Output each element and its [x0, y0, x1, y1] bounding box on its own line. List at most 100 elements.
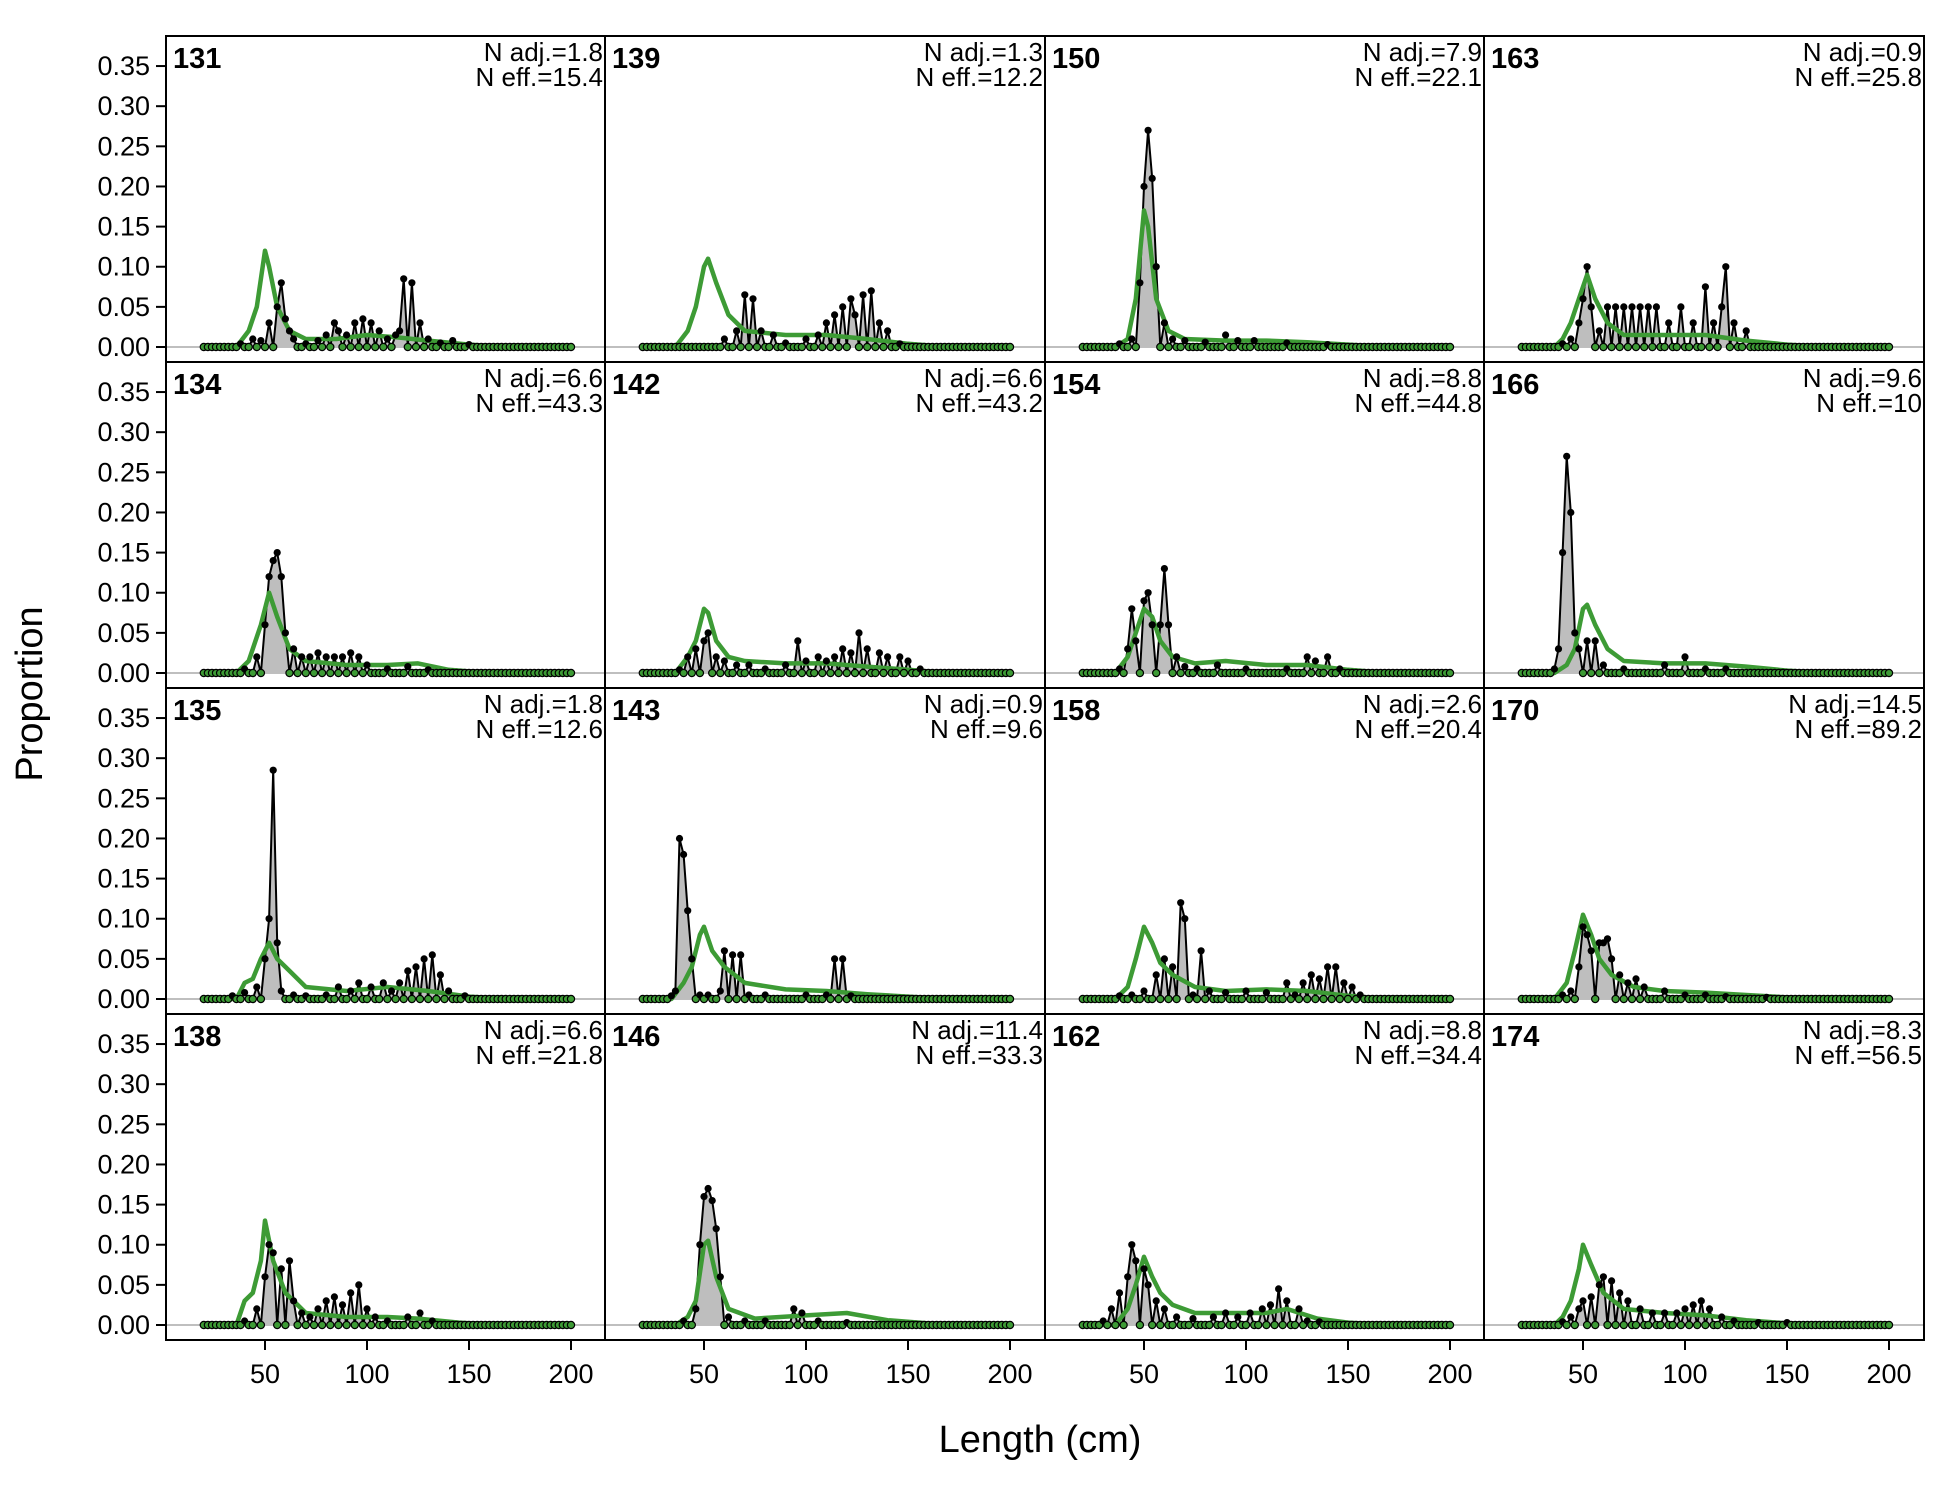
- observed-point: [1192, 994, 1202, 1004]
- observed-point: [1567, 987, 1575, 995]
- observed-point: [1445, 342, 1455, 352]
- observed-point: [1656, 994, 1665, 1004]
- n-eff-label: N eff.=56.5: [1795, 1040, 1922, 1070]
- observed-point: [1665, 319, 1673, 327]
- n-adj-label: N adj.=7.9: [1363, 37, 1482, 67]
- observed-point: [350, 1320, 359, 1330]
- observed-point: [688, 955, 696, 963]
- observed-point: [309, 1320, 319, 1330]
- observed-point: [1631, 342, 1641, 352]
- observed-point: [1128, 335, 1136, 343]
- observed-point: [732, 994, 741, 1004]
- observed-point: [782, 661, 790, 669]
- observed-point: [1587, 1293, 1595, 1301]
- panel-id-label: 131: [173, 43, 221, 75]
- observed-point: [1222, 1309, 1230, 1317]
- x-tick-label: 100: [1223, 1359, 1268, 1389]
- observed-point: [1660, 342, 1669, 352]
- observed-point: [436, 971, 444, 979]
- observed-point: [412, 963, 420, 971]
- x-axis-col-2: 50 100 150 200: [689, 1340, 1033, 1389]
- observed-point: [859, 291, 867, 299]
- observed-point: [745, 661, 753, 669]
- observed-point: [371, 342, 380, 352]
- observed-point: [261, 955, 269, 963]
- y-tick-label: 0.20: [97, 171, 150, 201]
- observed-point: [338, 1301, 347, 1309]
- y-tick-label: 0.05: [97, 1270, 150, 1300]
- observed-point: [716, 1273, 724, 1281]
- observed-point: [396, 979, 404, 987]
- observed-point: [1611, 994, 1620, 1004]
- observed-point: [566, 342, 576, 352]
- observed-point: [1672, 342, 1682, 352]
- observed-point: [879, 668, 888, 678]
- panel-id-label: 174: [1491, 1021, 1539, 1053]
- panel-id-label: 134: [173, 369, 221, 401]
- panel-170: 170 N adj.=14.5N eff.=89.2: [1483, 687, 1925, 1015]
- observed-point: [1579, 923, 1587, 931]
- expected-line: [1082, 924, 1450, 1002]
- y-tick-label: 0.05: [97, 292, 150, 322]
- observed-point: [1635, 994, 1645, 1004]
- observed-point: [716, 987, 724, 995]
- y-tick-label: 0.25: [97, 783, 150, 813]
- y-tick-label: 0.10: [97, 904, 150, 934]
- n-eff-label: N eff.=25.8: [1795, 62, 1922, 92]
- observed-point: [1705, 342, 1714, 352]
- observed-point: [1563, 452, 1571, 460]
- panel-166: 166 N adj.=9.6N eff.=10: [1483, 361, 1925, 689]
- observed-point: [1603, 303, 1612, 311]
- observed-point: [330, 994, 339, 1004]
- observed-point: [399, 1320, 408, 1330]
- observed-point: [1567, 508, 1575, 517]
- observed-point: [1144, 589, 1152, 597]
- observed-point: [1562, 994, 1571, 1004]
- observed-point: [277, 987, 285, 995]
- observed-point: [1559, 549, 1567, 557]
- x-tick-label: 50: [1129, 1359, 1159, 1389]
- observed-point: [1599, 661, 1607, 669]
- observed-point: [424, 994, 433, 1004]
- observed-point: [871, 668, 880, 678]
- observed-point: [1303, 653, 1311, 661]
- observed-point: [285, 1257, 294, 1265]
- observed-point: [416, 1309, 424, 1317]
- observed-point: [720, 947, 729, 955]
- observed-point: [1283, 979, 1291, 987]
- observed-point: [814, 331, 822, 339]
- observed-point: [1595, 327, 1603, 335]
- observed-point: [1599, 1273, 1607, 1281]
- y-tick-label: 0.15: [97, 1190, 150, 1220]
- observed-point: [1181, 663, 1189, 671]
- observed-point: [1684, 342, 1694, 352]
- observed-point: [855, 629, 863, 637]
- y-tick-label: 0.10: [97, 1230, 150, 1260]
- observed-point: [281, 629, 289, 637]
- observed-point: [1115, 1289, 1124, 1297]
- observed-point: [1241, 1320, 1251, 1330]
- observed-point: [1636, 1305, 1644, 1313]
- observed-point: [1295, 1305, 1303, 1313]
- observed-point: [802, 335, 810, 343]
- panel-154: 154 N adj.=8.8N eff.=44.8: [1044, 361, 1485, 689]
- observed-point: [1278, 994, 1287, 1004]
- observed-point: [839, 955, 847, 963]
- observed-point: [273, 303, 281, 311]
- observed-point: [749, 295, 757, 303]
- observed-point: [1217, 1320, 1226, 1330]
- observed-point: [265, 1241, 273, 1249]
- n-adj-label: N adj.=1.8: [484, 689, 603, 719]
- observed-point: [354, 342, 363, 352]
- observed-point: [342, 668, 351, 678]
- n-adj-label: N adj.=0.9: [1803, 37, 1922, 67]
- observed-point: [692, 645, 700, 653]
- x-tick-label: 50: [1568, 1359, 1598, 1389]
- observed-point: [334, 327, 342, 335]
- observed-point: [1176, 342, 1185, 352]
- observed-point: [1742, 327, 1750, 335]
- observed-point: [716, 342, 725, 352]
- observed-point: [871, 342, 880, 352]
- observed-point: [1177, 899, 1185, 907]
- y-tick-label: 0.30: [97, 1069, 150, 1099]
